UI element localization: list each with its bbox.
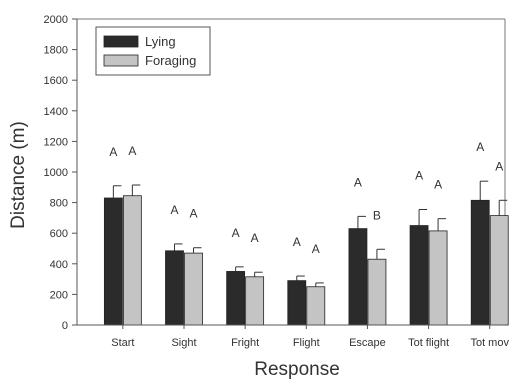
legend-label-foraging: Foraging (145, 53, 196, 68)
significance-letter: B (373, 208, 381, 222)
bar-lying (409, 225, 429, 326)
bar-foraging (184, 252, 203, 326)
bar-foraging (245, 276, 265, 326)
x-tick-label: Tot flight (408, 337, 449, 349)
x-tick-label: Tot mov (470, 337, 509, 349)
x-tick-label: Fright (231, 337, 259, 349)
y-axis: 0 200 400 600 800 1000 1200 1400 1600 1800 2000 (44, 14, 506, 332)
x-tick-label: Flight (293, 337, 320, 349)
significance-letter: A (495, 159, 503, 173)
y-tick-label: 1200 (44, 136, 68, 148)
legend-box (95, 26, 211, 76)
significance-letter: A (232, 226, 240, 240)
y-tick-label: 1600 (44, 75, 68, 87)
significance-letter: A (434, 178, 442, 192)
significance-letter: A (251, 231, 259, 245)
y-tick-label: 200 (50, 289, 68, 301)
x-axis: Start Sight Fright Flight Escape Tot flight To… (77, 324, 509, 349)
bar-lying (348, 228, 368, 326)
legend-swatch-foraging (103, 54, 139, 67)
y-tick-label: 1000 (44, 167, 68, 179)
legend: Lying Foraging (95, 26, 211, 76)
bar-foraging (367, 258, 387, 326)
significance-letter: A (189, 207, 197, 221)
significance-letter: A (354, 175, 362, 189)
bar-lying (165, 250, 184, 326)
y-tick-label: 1800 (44, 45, 68, 57)
y-tick-label: 600 (50, 228, 68, 240)
bar-lying (226, 271, 246, 326)
significance-letter: A (109, 145, 117, 159)
x-tick-label: Start (111, 337, 134, 349)
bar-foraging (489, 215, 509, 326)
x-tick-label: Sight (171, 337, 196, 349)
significance-letter: A (476, 140, 484, 154)
bar-lying (470, 199, 490, 326)
y-tick-label: 2000 (44, 14, 68, 26)
y-tick-label: 1400 (44, 106, 68, 118)
legend-label-lying: Lying (145, 34, 176, 49)
significance-letter: A (128, 144, 136, 158)
bar-lying (287, 280, 307, 326)
x-axis-label: Response (254, 359, 340, 380)
bar-foraging (428, 230, 448, 326)
x-tick-label: Escape (349, 337, 386, 349)
y-tick-label: 400 (50, 259, 68, 271)
y-axis-label: Distance (m) (8, 121, 29, 229)
y-tick-label: 800 (50, 198, 68, 210)
significance-letter: A (312, 242, 320, 256)
y-tick-label: 0 (62, 320, 68, 332)
bar-lying (103, 197, 123, 326)
significance-letter: A (415, 168, 423, 182)
bar-foraging (122, 195, 142, 326)
bar-foraging (306, 286, 326, 326)
significance-letter: A (170, 203, 178, 217)
legend-swatch-lying (103, 35, 139, 48)
significance-letter: A (293, 235, 301, 249)
